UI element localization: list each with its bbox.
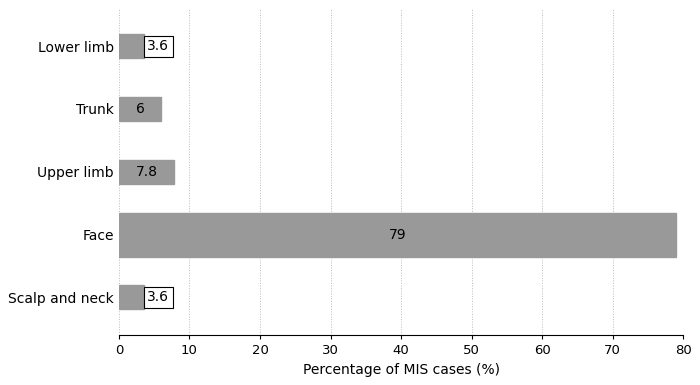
Bar xyxy=(119,97,161,121)
Bar xyxy=(119,160,174,184)
Text: 3.6: 3.6 xyxy=(147,39,169,53)
Text: 79: 79 xyxy=(389,228,407,241)
Bar xyxy=(119,213,676,256)
Text: 3.6: 3.6 xyxy=(147,290,169,305)
Text: 6: 6 xyxy=(136,102,144,116)
X-axis label: Percentage of MIS cases (%): Percentage of MIS cases (%) xyxy=(302,363,500,377)
Bar xyxy=(119,285,144,309)
Text: 7.8: 7.8 xyxy=(136,165,158,179)
Bar xyxy=(119,34,144,58)
